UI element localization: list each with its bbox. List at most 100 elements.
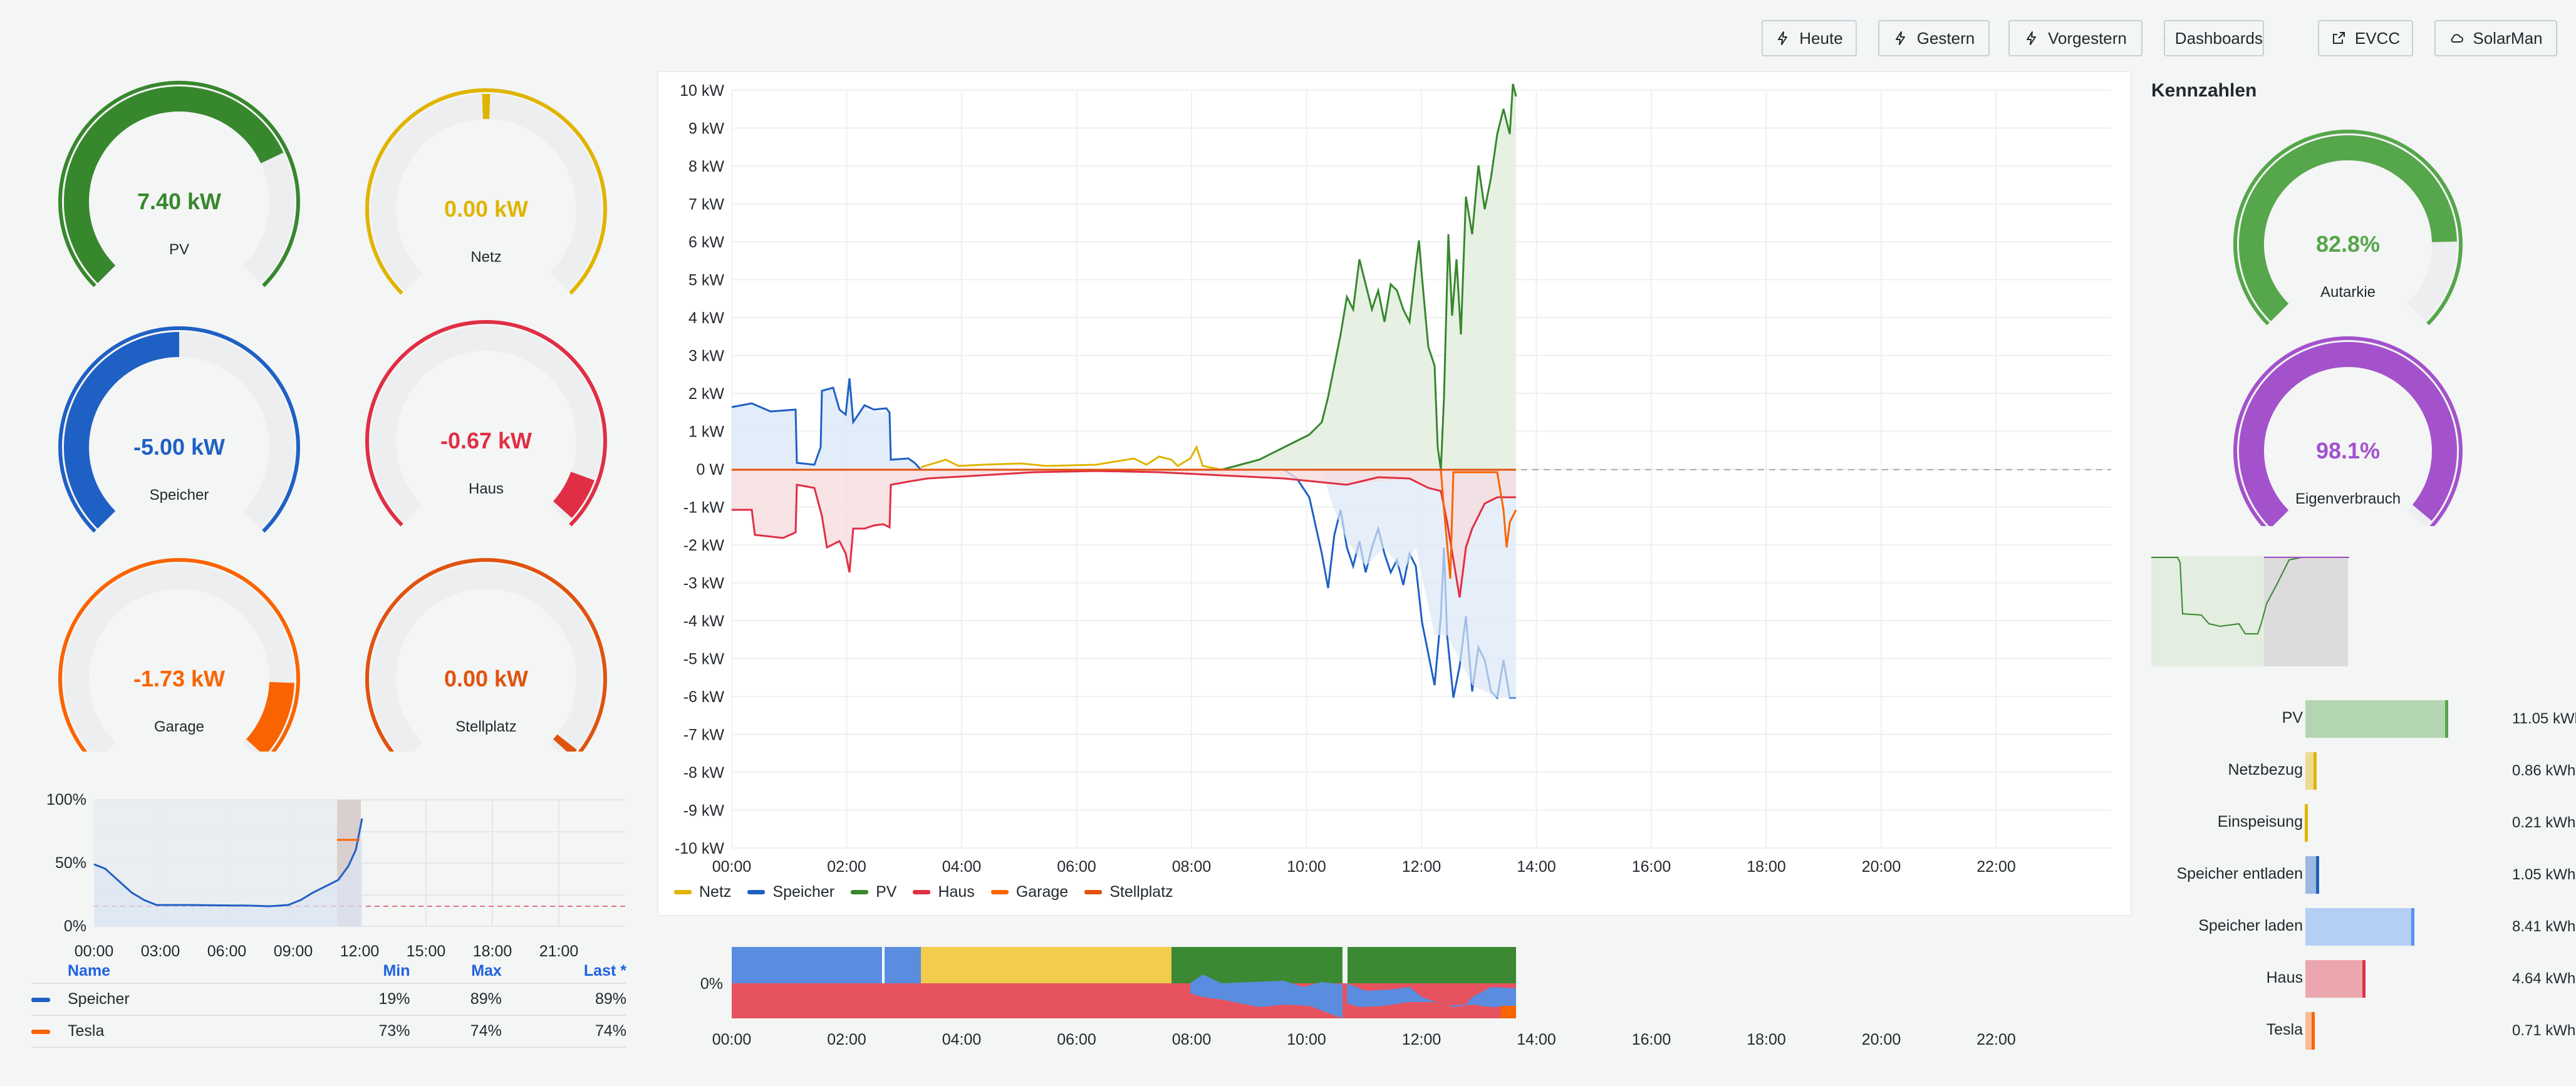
series-name: Tesla [68, 1022, 105, 1040]
power-chart-x-axis: 00:00 02:00 04:00 06:00 08:00 10:00 12:00 14:00… [712, 858, 2016, 876]
energy-bar-edge [2315, 856, 2319, 894]
energy-bar-edge [2305, 804, 2309, 842]
legend-label: Stellplatz [1109, 883, 1173, 901]
gauge-fill [246, 681, 294, 752]
soc-legend-table: Name Min Max Last * Speicher 19% 89% 89%… [31, 959, 626, 1048]
autarkie-sparkline [2151, 556, 2349, 666]
y-tick: 0 W [697, 461, 725, 478]
gauge-fill [553, 734, 577, 752]
y-tick: -6 kW [683, 688, 725, 706]
speicher-line [731, 378, 1516, 700]
table-row[interactable]: Speicher 19% 89% 89% [31, 983, 626, 1016]
gauge-threshold-ring [2233, 336, 2463, 526]
y-tick: 9 kW [688, 120, 724, 138]
legend-item[interactable]: PV [851, 883, 896, 901]
x-tick: 00:00 [712, 1031, 752, 1048]
energy-bar-edge [2445, 700, 2448, 738]
energy-bar-value: 11.05 kWh [2512, 710, 2576, 727]
energy-bar [2305, 960, 2366, 998]
gauge-fill [64, 86, 284, 284]
kennzahlen-gauges: 82.8% Autarkie 98.1% Eigenverbrauch [2233, 130, 2463, 526]
energy-bar-row: Speicher laden 8.41 kWh [2155, 908, 2575, 946]
power-chart: 10 kW 9 kW 8 kW 7 kW 6 kW 5 kW 4 kW 3 kW 2 kW 1 k… [675, 82, 2111, 876]
energy-bar-value: 4.64 kWh [2512, 970, 2576, 987]
evcc-button[interactable]: EVCC [2318, 20, 2413, 56]
energy-bar-label: Netzbezug [2228, 761, 2303, 778]
soc-x-axis: 00:00 03:00 06:00 09:00 12:00 15:00 18:0… [75, 943, 579, 960]
gauge-value: 98.1% [2316, 438, 2380, 463]
lightning-icon [2027, 31, 2037, 45]
series-swatch [31, 1029, 50, 1034]
gauge-label: Autarkie [2320, 284, 2376, 301]
solarman-button[interactable]: SolarMan [2434, 20, 2557, 56]
gap-marker [882, 947, 885, 983]
legend-item[interactable]: Garage [990, 883, 1069, 901]
gauge-fill [64, 332, 180, 529]
legend-item[interactable]: Stellplatz [1084, 883, 1173, 901]
legend-item[interactable]: Speicher [747, 883, 834, 901]
gauge-value: 0.00 kW [444, 666, 528, 691]
haus-area [732, 470, 1516, 597]
x-tick: 18:00 [1747, 858, 1786, 876]
share-x-axis: 00:00 02:00 04:00 06:00 08:00 10:00 12:00 14:00… [712, 1031, 2016, 1048]
col-last-header[interactable]: Last * [501, 959, 626, 984]
energy-bar [2305, 1012, 2315, 1050]
legend-swatch [851, 890, 869, 894]
legend-item[interactable]: Haus [913, 883, 975, 901]
soc-x-tick: 12:00 [340, 943, 380, 960]
dashboards-button[interactable]: Dashboards [2164, 20, 2264, 56]
evcc-label: EVCC [2354, 28, 2401, 48]
y-tick: 7 kW [688, 196, 724, 214]
y-tick: 10 kW [680, 82, 724, 100]
max-value: 74% [410, 1015, 502, 1048]
energy-bar [2305, 752, 2317, 790]
gauge-label: PV [169, 241, 189, 258]
soc-x-tick: 15:00 [407, 943, 446, 960]
y-tick: -8 kW [683, 764, 725, 782]
eigenverbrauch-gauge: 98.1% Eigenverbrauch [2233, 336, 2463, 526]
col-max-header[interactable]: Max [410, 959, 502, 984]
x-tick: 14:00 [1517, 1031, 1556, 1048]
haus-gauge: -0.67 kW Haus [365, 320, 607, 527]
soc-y-axis: 100% 50% 0% [46, 791, 86, 935]
lightning-icon [1895, 31, 1905, 45]
legend-swatch [913, 890, 931, 894]
soc-x-tick: 06:00 [207, 943, 247, 960]
autarkie-gauge: 82.8% Autarkie [2233, 130, 2463, 326]
min-value: 19% [318, 983, 410, 1016]
energy-bar-value: 0.21 kWh [2512, 814, 2576, 831]
energy-bar-row: Haus 4.64 kWh [2155, 960, 2575, 998]
soc-y-tick: 0% [64, 918, 86, 935]
x-tick: 20:00 [1862, 1031, 1901, 1048]
legend-item[interactable]: Netz [674, 883, 731, 901]
table-row[interactable]: Tesla 73% 74% 74% [31, 1015, 626, 1048]
legend-label: Garage [1015, 883, 1069, 901]
gauge-value: -0.67 kW [440, 428, 532, 453]
gauge-threshold-ring [2233, 130, 2463, 326]
energy-bar-label: Einspeisung [2217, 813, 2303, 830]
netz-line [920, 445, 1222, 471]
soc-x-tick: 03:00 [141, 943, 180, 960]
energy-bar-edge [2311, 1012, 2315, 1050]
gauge-threshold-ring [58, 326, 300, 533]
energy-bar-label: Tesla [2266, 1021, 2303, 1038]
speicher-area [94, 819, 362, 926]
power-chart-y-axis: 10 kW 9 kW 8 kW 7 kW 6 kW 5 kW 4 kW 3 kW 2 kW 1 k… [675, 82, 725, 857]
energy-bar-label: Speicher laden [2198, 917, 2303, 934]
gauge-threshold-ring [365, 320, 607, 527]
y-tick: -4 kW [683, 613, 725, 630]
col-name-header[interactable]: Name [31, 959, 319, 984]
haus-line [732, 470, 1516, 598]
col-min-header[interactable]: Min [318, 959, 410, 984]
heute-button[interactable]: Heute [1762, 20, 1857, 56]
y-tick: 6 kW [688, 234, 724, 251]
energy-bar-value: 8.41 kWh [2512, 918, 2576, 935]
vorgestern-button[interactable]: Vorgestern [2008, 20, 2142, 56]
x-tick: 22:00 [1976, 858, 2016, 876]
x-tick: 12:00 [1402, 858, 1441, 876]
gauge-value: 7.40 kW [137, 189, 221, 214]
speicher-gauge: -5.00 kW Speicher [58, 326, 300, 533]
energy-bar-fill [2305, 960, 2366, 998]
gestern-button[interactable]: Gestern [1878, 20, 1990, 56]
energy-bar-edge [2362, 960, 2366, 998]
